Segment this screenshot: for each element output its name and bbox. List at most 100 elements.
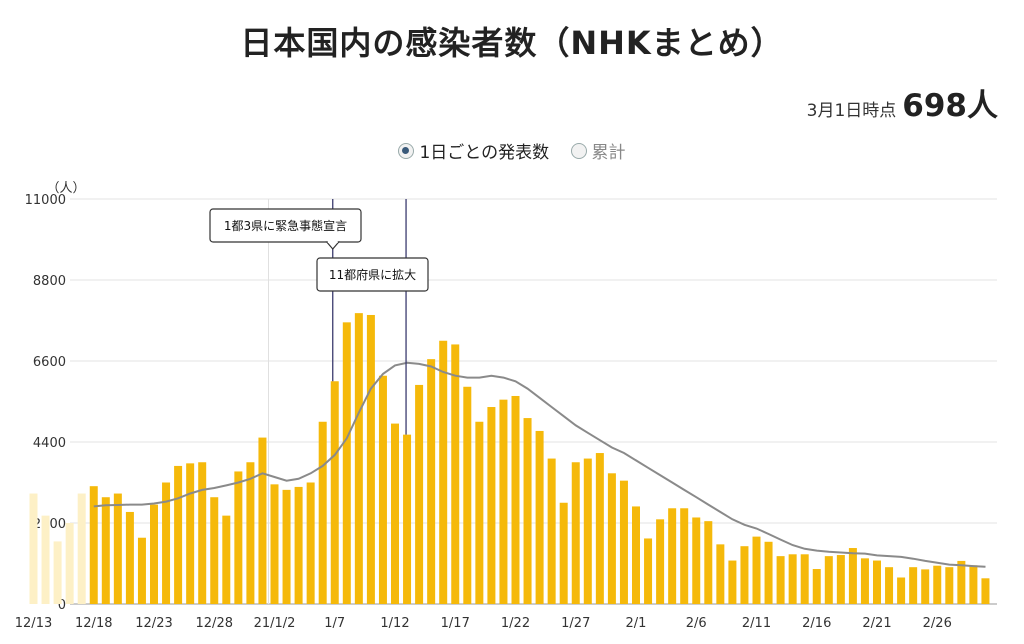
- x-tick-label: 12/18: [75, 616, 112, 631]
- bar: [282, 489, 291, 604]
- bar: [270, 484, 279, 604]
- x-tick-label: 1/12: [380, 616, 409, 631]
- annotation-callout: 11都府県に拡大: [316, 257, 429, 292]
- bar: [969, 565, 978, 604]
- bar: [921, 569, 930, 604]
- x-tick-label: 12/28: [196, 616, 233, 631]
- bar: [595, 453, 604, 604]
- faded-bar: [53, 541, 62, 604]
- bar: [607, 473, 616, 604]
- bar: [186, 463, 195, 604]
- bar: [342, 322, 351, 604]
- x-tick-label: 12/23: [135, 616, 172, 631]
- bar: [427, 359, 436, 604]
- bar: [632, 506, 640, 604]
- bar: [836, 555, 845, 604]
- x-tick-label: 2/26: [923, 616, 952, 631]
- y-tick-label: 4400: [33, 436, 66, 451]
- bar: [559, 502, 568, 604]
- bar: [125, 511, 134, 604]
- bar: [318, 421, 327, 604]
- annotation-label: 1都3県に緊急事態宣言: [224, 218, 347, 233]
- bar: [583, 458, 592, 604]
- bar: [499, 399, 508, 604]
- faded-bar: [29, 493, 38, 604]
- bar: [198, 462, 207, 604]
- bar: [776, 556, 785, 604]
- faded-bar: [41, 515, 50, 604]
- bar: [571, 462, 580, 604]
- option-daily[interactable]: 1日ごとの発表数: [398, 138, 549, 163]
- bar: [210, 497, 219, 604]
- bar: [330, 381, 339, 604]
- x-tick-label: 1/7: [324, 616, 345, 631]
- bar: [656, 519, 665, 604]
- bar: [740, 546, 749, 604]
- option-cumulative[interactable]: 累計: [570, 138, 626, 163]
- bar: [463, 386, 472, 604]
- average-line: [93, 361, 986, 568]
- bar: [812, 569, 821, 604]
- bar: [764, 541, 773, 604]
- faded-bar: [77, 493, 86, 604]
- bar: [174, 465, 183, 604]
- x-tick-label: 2/21: [862, 616, 891, 631]
- bar: [523, 418, 532, 604]
- bar: [451, 344, 460, 604]
- bar: [885, 567, 894, 604]
- x-tick-label: 12/13: [15, 616, 52, 631]
- faded-bar: [65, 523, 74, 604]
- bar: [897, 577, 906, 604]
- bar: [258, 437, 267, 604]
- radio-daily-selected-icon[interactable]: [398, 142, 415, 159]
- y-tick-label: 0: [58, 598, 66, 613]
- option-cumulative-label: 累計: [591, 143, 626, 163]
- view-toggle: 1日ごとの発表数 累計: [0, 138, 1024, 164]
- bar: [378, 375, 387, 604]
- x-tick-label: 2/1: [626, 616, 647, 631]
- x-tick-label: 2/11: [742, 616, 771, 631]
- x-tick-label: 1/27: [561, 616, 590, 631]
- as-of-summary: 3月1日時点 698人: [807, 80, 998, 125]
- bar: [873, 560, 881, 604]
- bar: [752, 536, 761, 604]
- bar: [547, 458, 556, 604]
- bar: [704, 521, 713, 604]
- annotation-callout: 1都3県に緊急事態宣言: [209, 208, 362, 250]
- bar: [366, 314, 375, 604]
- bar: [800, 554, 809, 604]
- bar: [788, 554, 797, 604]
- chart-title: 日本国内の感染者数（NHKまとめ）: [240, 24, 784, 62]
- bar: [246, 462, 255, 604]
- latest-count: 698人: [902, 88, 998, 124]
- bar: [848, 548, 857, 604]
- bar: [728, 560, 737, 604]
- bar: [403, 434, 412, 604]
- bar: [101, 497, 110, 604]
- as-of-label: 3月1日時点: [806, 101, 897, 121]
- y-tick-label: 6600: [33, 355, 66, 370]
- bar: [234, 471, 243, 604]
- bar: [680, 508, 689, 604]
- bar: [824, 556, 833, 604]
- bar: [692, 517, 701, 604]
- callout-box: [316, 257, 429, 292]
- y-tick-label: 8800: [33, 274, 66, 289]
- bar: [860, 558, 869, 604]
- y-unit-label: （人）: [46, 181, 85, 196]
- bar: [909, 567, 918, 604]
- bar: [354, 313, 363, 604]
- bar: [306, 482, 315, 604]
- callout-box: [209, 208, 362, 243]
- bar: [619, 480, 628, 604]
- x-tick-label: 2/6: [686, 616, 707, 631]
- x-tick-label: 1/22: [501, 616, 530, 631]
- radio-cumulative-icon[interactable]: [570, 142, 587, 159]
- bar: [162, 482, 171, 604]
- bar: [222, 515, 231, 604]
- bar: [294, 486, 303, 604]
- option-daily-label: 1日ごとの発表数: [419, 143, 550, 163]
- bar: [150, 504, 158, 604]
- bar: [487, 407, 496, 604]
